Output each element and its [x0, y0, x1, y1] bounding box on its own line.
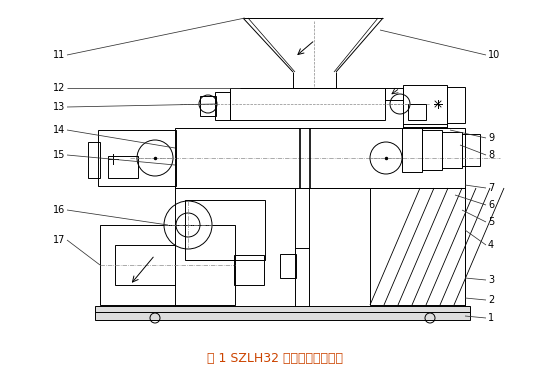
Text: 1: 1: [488, 313, 494, 323]
Bar: [108, 156, 138, 178]
Bar: [115, 245, 175, 285]
Bar: [175, 188, 465, 310]
Bar: [385, 88, 403, 100]
Bar: [215, 92, 230, 120]
Text: 9: 9: [488, 133, 494, 143]
Text: 2: 2: [488, 295, 494, 305]
Text: 7: 7: [488, 183, 494, 193]
Bar: [234, 255, 264, 285]
Text: 8: 8: [488, 150, 494, 160]
Bar: [230, 88, 385, 120]
Bar: [200, 96, 216, 116]
Text: 15: 15: [53, 150, 65, 160]
Bar: [185, 200, 265, 260]
Text: 3: 3: [488, 275, 494, 285]
Bar: [295, 188, 309, 310]
Bar: [462, 134, 480, 166]
Bar: [447, 87, 465, 123]
Bar: [100, 225, 235, 305]
Text: 16: 16: [53, 205, 65, 215]
Text: 12: 12: [53, 83, 65, 93]
Text: 11: 11: [53, 50, 65, 60]
Text: 4: 4: [488, 240, 494, 250]
Text: 13: 13: [53, 102, 65, 112]
Text: 17: 17: [53, 235, 65, 245]
Bar: [422, 130, 442, 170]
Bar: [402, 128, 422, 172]
Bar: [403, 124, 447, 128]
Bar: [370, 188, 465, 305]
Text: 6: 6: [488, 200, 494, 210]
Bar: [442, 132, 462, 168]
Text: 14: 14: [53, 125, 65, 135]
Bar: [408, 104, 426, 120]
Text: 图 1 SZLH32 颗粒压制机示意图: 图 1 SZLH32 颗粒压制机示意图: [207, 351, 343, 364]
Bar: [175, 128, 465, 188]
Bar: [95, 306, 470, 320]
Bar: [88, 142, 100, 178]
Bar: [403, 85, 447, 127]
Text: 5: 5: [488, 217, 494, 227]
Bar: [98, 130, 176, 186]
Text: 10: 10: [488, 50, 500, 60]
Bar: [280, 254, 296, 278]
